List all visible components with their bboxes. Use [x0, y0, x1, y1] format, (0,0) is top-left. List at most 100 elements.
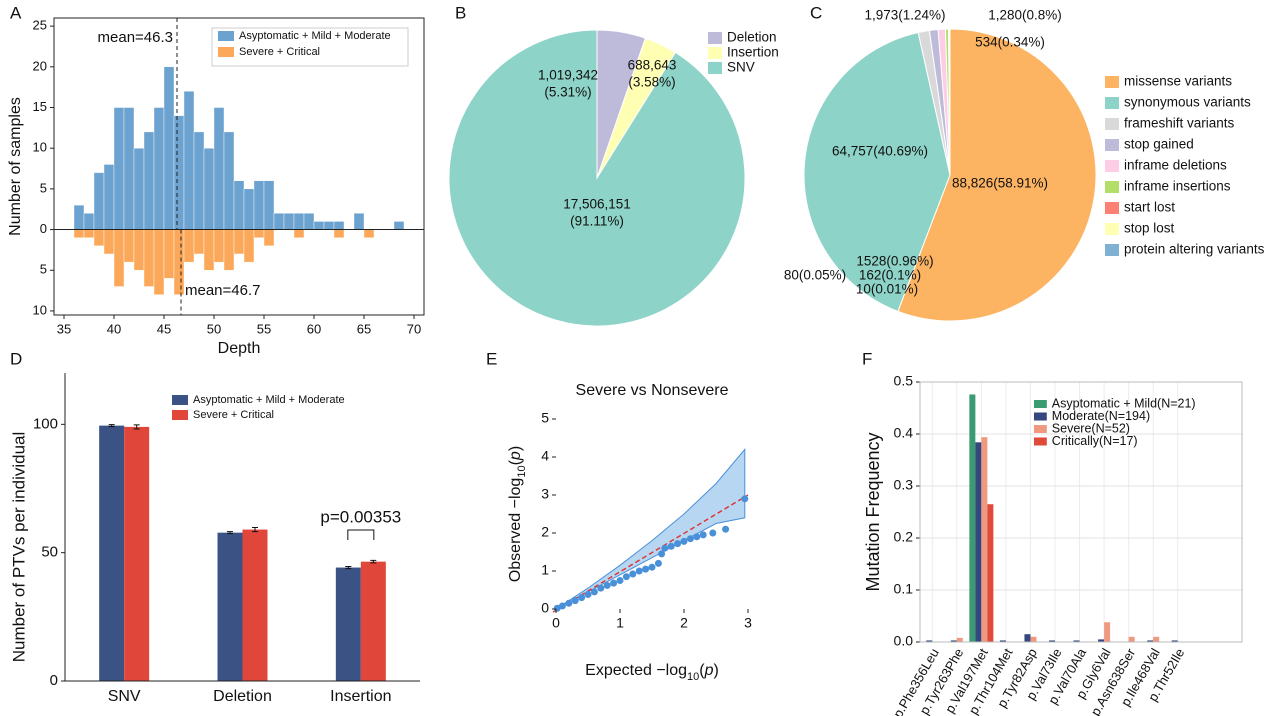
bar — [163, 66, 175, 230]
point — [578, 594, 586, 602]
legend-swatch — [1105, 160, 1119, 172]
legend-swatch — [1105, 76, 1119, 88]
panel-letter: C — [810, 3, 822, 22]
slice-label: 1528(0.96%) — [856, 254, 933, 269]
slice-percent: (3.58%) — [628, 75, 675, 90]
bar — [233, 229, 245, 255]
bar — [1104, 622, 1111, 642]
y-tick-label: 15 — [33, 99, 47, 114]
bar — [333, 229, 345, 238]
legend-label: Moderate(N=194) — [1052, 409, 1150, 423]
point — [558, 602, 566, 610]
legend-label: Asyptomatic + Mild(N=21) — [1052, 396, 1196, 410]
bar — [73, 204, 85, 230]
point — [610, 579, 618, 587]
y-tick-label: 5 — [40, 262, 47, 277]
label-part: Expected −log — [585, 662, 687, 679]
bar — [143, 229, 155, 287]
legend-swatch — [172, 395, 188, 405]
y-tick-label: 0 — [40, 221, 47, 236]
error-bar — [108, 424, 115, 428]
error-bar — [370, 559, 377, 564]
slice-label: 17,506,151 — [563, 197, 631, 212]
bar — [360, 561, 386, 681]
y-tick-label: 2 — [541, 524, 549, 540]
point — [584, 591, 592, 599]
legend-swatch — [1105, 118, 1119, 130]
bar — [987, 504, 994, 642]
bar — [975, 442, 982, 642]
legend-swatch — [1105, 244, 1119, 256]
bar — [213, 107, 225, 230]
bar — [99, 425, 125, 681]
slice-label: 88,826(58.91%) — [952, 176, 1048, 191]
mean-label: mean=46.7 — [185, 282, 260, 299]
bar — [73, 229, 85, 238]
error-bar — [227, 531, 233, 535]
bar — [243, 188, 255, 230]
point — [680, 537, 688, 545]
x-tick-label: 3 — [744, 615, 752, 631]
y-tick-label: 100 — [33, 415, 58, 432]
slice-label: 688,643 — [628, 58, 677, 73]
bar — [393, 221, 405, 230]
bar — [217, 532, 243, 681]
y-tick-label: 0.0 — [894, 633, 914, 649]
bar — [193, 131, 205, 230]
bar — [323, 221, 335, 230]
label-part: ) — [507, 446, 524, 451]
label-part: ( — [507, 459, 524, 465]
point — [667, 542, 675, 550]
point — [693, 533, 701, 541]
slice-percent: (5.31%) — [544, 85, 591, 100]
x-tick-label: 2 — [680, 615, 688, 631]
label-part: p — [507, 451, 524, 461]
panel-letter: A — [10, 3, 22, 22]
significance-bracket — [347, 529, 375, 540]
legend-label: Severe + Critical — [193, 409, 274, 421]
y-axis-label: Mutation Frequency — [863, 432, 883, 591]
bar — [143, 131, 155, 230]
legend-label: Deletion — [727, 30, 777, 45]
point — [686, 535, 694, 543]
plot-frame — [919, 381, 1243, 643]
bar — [1030, 636, 1037, 642]
legend-label: missense variants — [1124, 74, 1232, 89]
legend-label: frameshift variants — [1124, 116, 1235, 131]
legend-swatch — [1105, 97, 1119, 109]
y-tick-label: 10 — [33, 302, 47, 317]
label-part: p — [704, 662, 714, 679]
x-tick-label: 40 — [107, 321, 121, 336]
bar — [103, 164, 115, 230]
bar — [263, 229, 275, 247]
y-tick-label: 10 — [33, 140, 47, 155]
bar — [123, 229, 135, 263]
x-tick-label: 50 — [207, 321, 221, 336]
slice-label: 162(0.1%) — [859, 268, 921, 283]
bar — [123, 107, 135, 230]
x-axis-label: Depth — [218, 340, 261, 357]
point — [571, 597, 579, 605]
error-bar — [252, 527, 258, 533]
legend-label: Severe(N=52) — [1052, 421, 1130, 435]
point — [654, 559, 662, 567]
point — [642, 565, 650, 573]
legend-label: stop lost — [1124, 221, 1175, 236]
legend-swatch — [708, 62, 722, 74]
x-tick-label: 55 — [257, 321, 271, 336]
x-tick-label: 60 — [307, 321, 321, 336]
x-tick-label: SNV — [108, 688, 141, 705]
bar — [83, 213, 95, 230]
label-part: 10 — [516, 465, 528, 477]
bar — [253, 229, 265, 238]
bar — [83, 229, 95, 238]
bar — [1171, 640, 1178, 642]
pie-slice — [448, 29, 746, 327]
bar — [173, 229, 185, 295]
legend-label: inframe deletions — [1124, 158, 1227, 173]
y-tick-label: 4 — [541, 448, 549, 464]
bar — [303, 213, 315, 230]
bar — [283, 213, 295, 230]
point — [603, 581, 611, 589]
bar — [926, 640, 933, 642]
